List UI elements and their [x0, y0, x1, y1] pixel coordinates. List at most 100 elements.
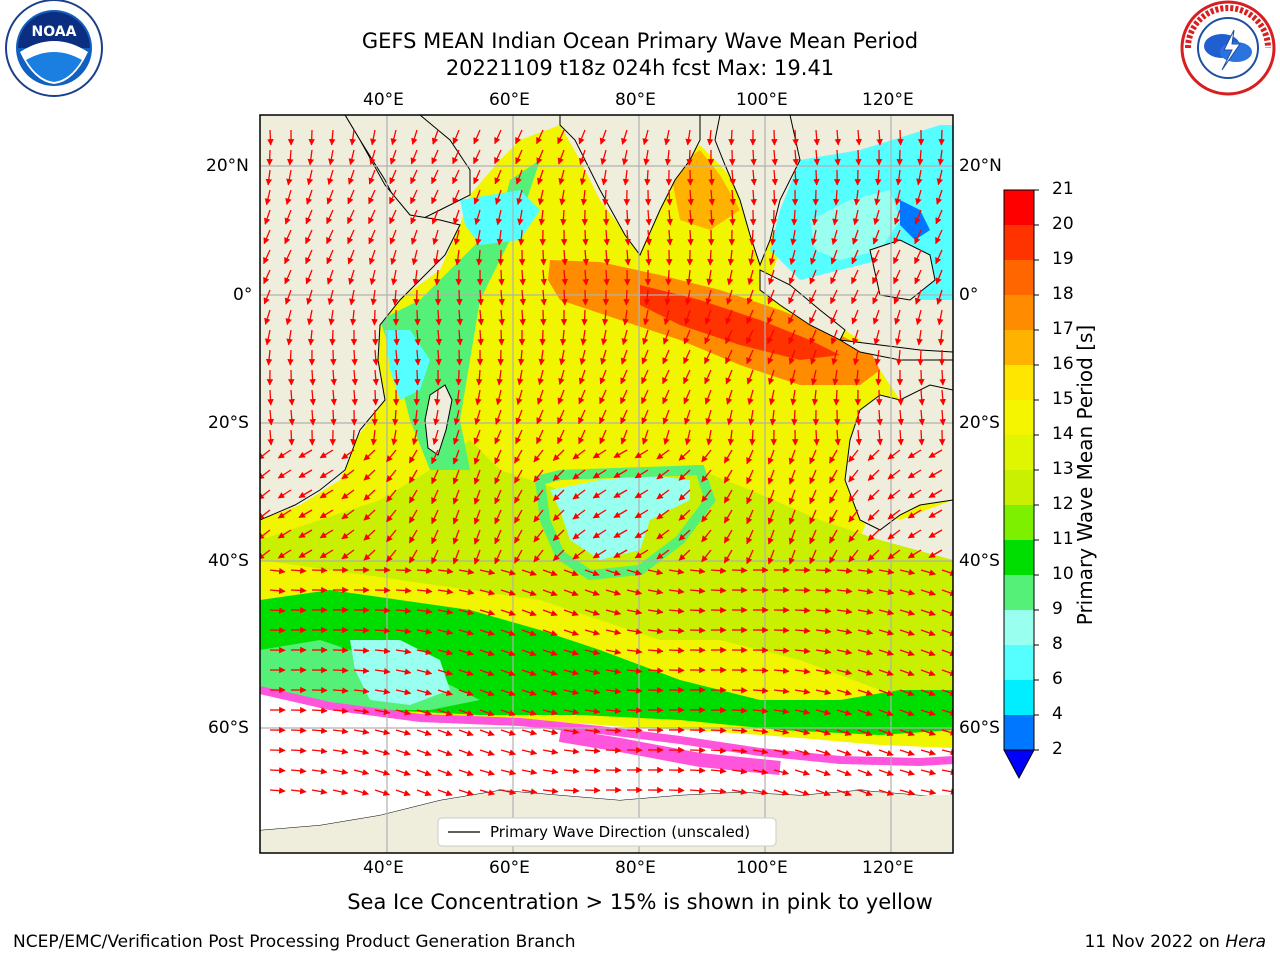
wave-arrow: [312, 710, 327, 711]
colorbar-segment: [1004, 470, 1034, 505]
wave-arrow: [584, 310, 585, 325]
colorbar-segment: [1004, 295, 1034, 330]
colorbar-tick-label: 2: [1052, 739, 1063, 759]
wave-arrow: [375, 610, 390, 611]
colorbar-segment: [1004, 645, 1034, 680]
wave-arrow: [774, 630, 789, 631]
lon-tick-bottom-100: 100°E: [736, 858, 788, 878]
colorbar-tick-label: 17: [1052, 319, 1074, 339]
wave-arrow: [459, 370, 460, 385]
wave-arrow: [690, 230, 691, 245]
colorbar-segment: [1004, 610, 1034, 645]
wave-arrow: [816, 590, 831, 591]
lon-tick-top-60: 60°E: [489, 90, 530, 110]
lat-tick-left-40s: 40°S: [208, 551, 249, 571]
lat-tick-right-20n: 20°N: [959, 156, 1002, 176]
wave-arrow: [417, 370, 418, 385]
wave-arrow: [312, 370, 313, 385]
wave-arrow: [732, 710, 747, 711]
wave-arrow: [794, 410, 795, 425]
colorbar-tick-label: 11: [1052, 529, 1074, 549]
colorbar-tick-label: 14: [1052, 424, 1074, 444]
wave-arrow: [312, 570, 327, 571]
wave-arrow: [459, 290, 460, 305]
wave-arrow: [543, 250, 544, 265]
colorbar-segment: [1004, 680, 1034, 715]
lat-tick-left-60s: 60°S: [208, 718, 249, 738]
wave-arrow: [816, 430, 817, 445]
lat-tick-left-20n: 20°N: [206, 156, 249, 176]
wave-arrow: [836, 390, 837, 405]
wave-arrow: [920, 350, 921, 365]
wave-arrow: [333, 410, 334, 425]
lat-tick-left-20s: 20°S: [208, 413, 249, 433]
lon-tick-top-80: 80°E: [615, 90, 656, 110]
wave-arrow: [669, 190, 670, 205]
wave-arrow: [690, 630, 705, 631]
wave-arrow: [858, 410, 859, 425]
colorbar-tick-label: 9: [1052, 599, 1063, 619]
wave-arrow: [501, 350, 502, 365]
wave-arrow: [795, 610, 810, 611]
colorbar-segment: [1004, 715, 1034, 750]
wave-arrow: [270, 130, 271, 145]
wave-arrow: [501, 330, 502, 345]
colorbar-tick-label: 12: [1052, 494, 1074, 514]
colorbar-segment: [1004, 225, 1034, 260]
colorbar-tick-label: 15: [1052, 389, 1074, 409]
wave-arrow: [626, 290, 627, 305]
lon-tick-bottom-40: 40°E: [363, 858, 404, 878]
wave-arrow: [711, 170, 712, 185]
footer-date-text: 11 Nov 2022 on: [1084, 932, 1225, 952]
lon-tick-top-40: 40°E: [363, 90, 404, 110]
wave-arrow: [774, 190, 775, 205]
colorbar-under-triangle: [1004, 750, 1034, 778]
colorbar-tick-label: 8: [1052, 634, 1063, 654]
colorbar-tick-label: 18: [1052, 284, 1074, 304]
wave-arrow: [858, 150, 859, 165]
wave-arrow: [542, 330, 543, 345]
wave-arrow: [564, 290, 565, 305]
wave-arrow: [627, 210, 628, 225]
lon-tick-bottom-60: 60°E: [489, 858, 530, 878]
colorbar-label: Primary Wave Mean Period [s]: [1073, 305, 1097, 645]
colorbar-segment: [1004, 435, 1034, 470]
wave-arrow: [333, 670, 348, 671]
wave-arrow: [689, 150, 690, 165]
colorbar-segment: [1004, 330, 1034, 365]
colorbar-segment: [1004, 575, 1034, 610]
wave-arrow: [354, 630, 369, 631]
wave-arrow: [921, 430, 922, 445]
colorbar-segment: [1004, 540, 1034, 575]
wave-arrow: [270, 630, 285, 631]
wave-arrow: [354, 650, 369, 651]
wave-arrow: [647, 170, 648, 185]
wave-arrow: [270, 610, 285, 611]
footer-date: 11 Nov 2022 on Hera: [1084, 932, 1266, 952]
wave-arrow: [291, 430, 292, 445]
lat-tick-right-40s: 40°S: [959, 551, 1000, 571]
colorbar-segment: [1004, 400, 1034, 435]
colorbar-tick-label: 19: [1052, 249, 1074, 269]
wave-arrow: [291, 730, 306, 731]
colorbar-tick-label: 21: [1052, 179, 1074, 199]
wave-arrow: [291, 750, 306, 751]
wave-arrow: [668, 270, 669, 285]
wave-arrow: [774, 650, 789, 651]
wave-arrow: [290, 350, 291, 365]
wave-arrow: [732, 690, 747, 691]
lat-tick-right-60s: 60°S: [959, 718, 1000, 738]
wave-arrow: [942, 370, 943, 385]
wave-arrow: [354, 350, 355, 365]
wave-arrow: [900, 150, 901, 165]
wave-arrow: [606, 750, 621, 751]
wave-arrow: [900, 390, 901, 405]
wave-arrow: [375, 330, 376, 345]
colorbar-tick-label: 20: [1052, 214, 1074, 234]
colorbar: [1000, 185, 1120, 785]
wave-arrow: [416, 290, 417, 305]
wave-arrow: [291, 590, 306, 591]
wave-arrow: [270, 770, 285, 771]
colorbar-tick-label: 4: [1052, 704, 1063, 724]
wave-arrow: [690, 610, 705, 611]
